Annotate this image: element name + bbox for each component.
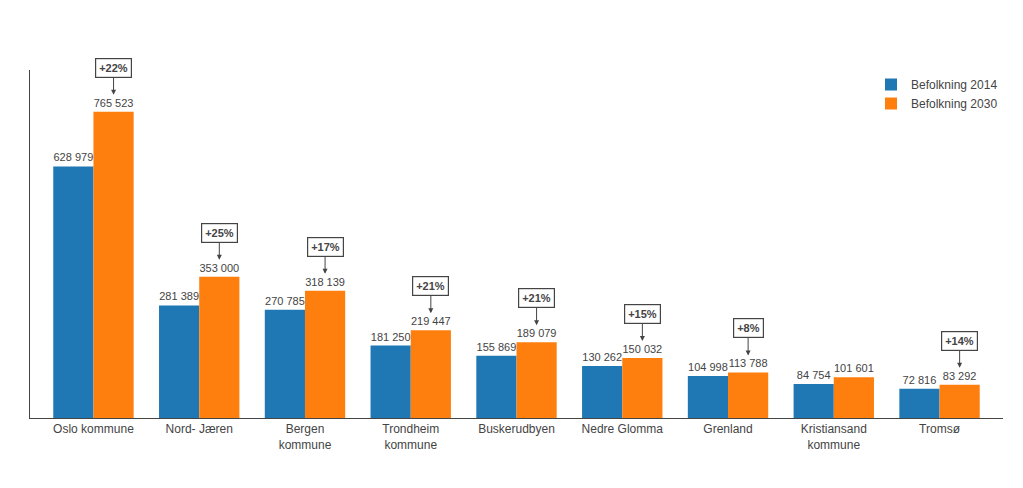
svg-text:Oslo kommune: Oslo kommune — [53, 422, 134, 436]
svg-text:628 979: 628 979 — [53, 151, 93, 163]
svg-text:Kristiansandkommune: Kristiansandkommune — [801, 422, 867, 452]
svg-text:318 139: 318 139 — [305, 276, 345, 288]
svg-text:130 262: 130 262 — [582, 351, 622, 363]
svg-text:Nedre Glomma: Nedre Glomma — [582, 422, 664, 436]
svg-text:155 869: 155 869 — [477, 341, 517, 353]
svg-text:Befolkning 2030: Befolkning 2030 — [911, 97, 997, 111]
svg-text:+21%: +21% — [522, 292, 551, 304]
svg-text:+15%: +15% — [628, 308, 657, 320]
svg-text:84 754: 84 754 — [797, 369, 831, 381]
svg-text:189 079: 189 079 — [517, 327, 557, 339]
svg-text:270 785: 270 785 — [265, 295, 305, 307]
svg-text:281 389: 281 389 — [159, 290, 199, 302]
svg-text:219 447: 219 447 — [411, 315, 451, 327]
svg-text:101 601: 101 601 — [834, 362, 874, 374]
svg-text:181 250: 181 250 — [371, 331, 411, 343]
svg-text:Befolkning 2014: Befolkning 2014 — [911, 78, 997, 92]
svg-text:104 998: 104 998 — [688, 361, 728, 373]
svg-text:Grenland: Grenland — [703, 422, 752, 436]
svg-text:765 523: 765 523 — [94, 97, 134, 109]
svg-text:Tromsø: Tromsø — [919, 422, 961, 436]
svg-text:Nord- Jæren: Nord- Jæren — [166, 422, 233, 436]
svg-text:Trondheimkommune: Trondheimkommune — [382, 422, 439, 452]
svg-text:+14%: +14% — [945, 335, 974, 347]
svg-text:Bergenkommune: Bergenkommune — [279, 422, 332, 452]
svg-text:+25%: +25% — [205, 227, 234, 239]
svg-text:Buskerudbyen: Buskerudbyen — [478, 422, 555, 436]
svg-text:72 816: 72 816 — [903, 374, 937, 386]
svg-text:+17%: +17% — [311, 241, 340, 253]
svg-text:353 000: 353 000 — [199, 262, 239, 274]
svg-text:+21%: +21% — [416, 280, 445, 292]
svg-text:83 292: 83 292 — [943, 370, 977, 382]
svg-text:+22%: +22% — [99, 62, 128, 74]
svg-text:150 032: 150 032 — [622, 343, 662, 355]
svg-text:113 788: 113 788 — [729, 357, 768, 369]
svg-text:+8%: +8% — [737, 322, 760, 334]
